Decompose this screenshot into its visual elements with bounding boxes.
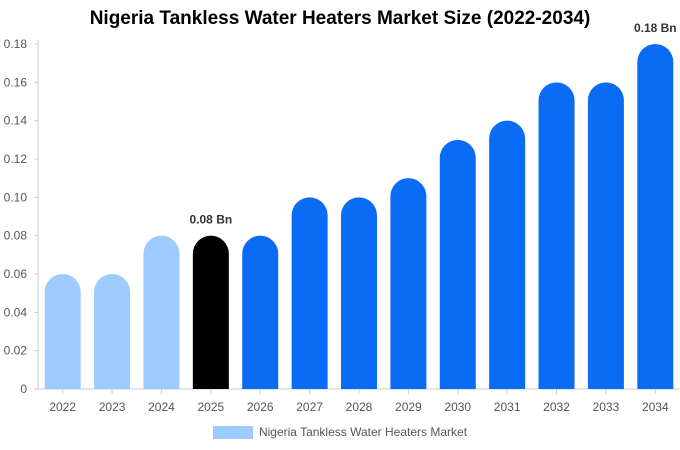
- y-tick-label: 0.14: [4, 114, 28, 128]
- x-axis: 2022 2023 2024 2025 2026 2027 2028 2029 2030 2031…: [38, 388, 680, 414]
- bar-2023: [94, 274, 131, 389]
- bar-2024: [143, 235, 180, 389]
- bar-chart: 0 0.02 0.04 0.06 0.08 0.10 0.12 0.14 0.16 0.18 20…: [4, 21, 680, 414]
- y-tick-label: 0.02: [4, 344, 28, 358]
- y-tick-label: 0.10: [4, 190, 28, 204]
- chart-title: Nigeria Tankless Water Heaters Market Si…: [89, 8, 591, 29]
- x-tick-label: 2023: [99, 400, 126, 414]
- y-tick-label: 0.16: [4, 75, 28, 89]
- bars: [44, 44, 674, 389]
- x-tick-label: 2027: [296, 400, 323, 414]
- bar-2029: [390, 178, 427, 389]
- y-tick-label: 0: [20, 382, 27, 396]
- y-tick-label: 0.18: [4, 37, 28, 51]
- bar-2032: [538, 82, 575, 389]
- bar-2034: [637, 44, 674, 389]
- y-tick-label: 0.06: [4, 267, 28, 281]
- x-tick-label: 2031: [494, 400, 521, 414]
- x-tick-label: 2029: [395, 400, 422, 414]
- y-tick-label: 0.08: [4, 229, 28, 243]
- x-tick-label: 2033: [593, 400, 620, 414]
- y-axis: 0 0.02 0.04 0.06 0.08 0.10 0.12 0.14 0.16 0.18: [4, 37, 39, 396]
- legend-label: Nigeria Tankless Water Heaters Market: [258, 425, 468, 439]
- x-tick-label: 2032: [543, 400, 570, 414]
- bar-2030: [439, 139, 476, 389]
- x-tick-label: 2024: [148, 400, 175, 414]
- bar-2026: [242, 235, 279, 389]
- y-tick-label: 0.04: [4, 305, 28, 319]
- legend: Nigeria Tankless Water Heaters Market: [0, 425, 680, 439]
- x-tick-label: 2022: [49, 400, 76, 414]
- y-tick-label: 0.12: [4, 152, 28, 166]
- data-label: 0.08 Bn: [190, 213, 233, 227]
- data-label: 0.18 Bn: [634, 21, 677, 35]
- x-tick-label: 2028: [346, 400, 373, 414]
- bar-2033: [587, 82, 624, 389]
- legend-swatch: [212, 425, 253, 439]
- x-tick-label: 2034: [642, 400, 669, 414]
- x-tick-label: 2026: [247, 400, 274, 414]
- bar-2025: [192, 235, 229, 389]
- bar-2031: [489, 120, 526, 389]
- bar-2022: [44, 274, 81, 389]
- x-tick-label: 2025: [197, 400, 224, 414]
- bar-2027: [291, 197, 328, 389]
- bar-2028: [341, 197, 377, 389]
- data-labels: 0.08 Bn 0.18 Bn: [190, 21, 677, 227]
- x-tick-label: 2030: [444, 400, 471, 414]
